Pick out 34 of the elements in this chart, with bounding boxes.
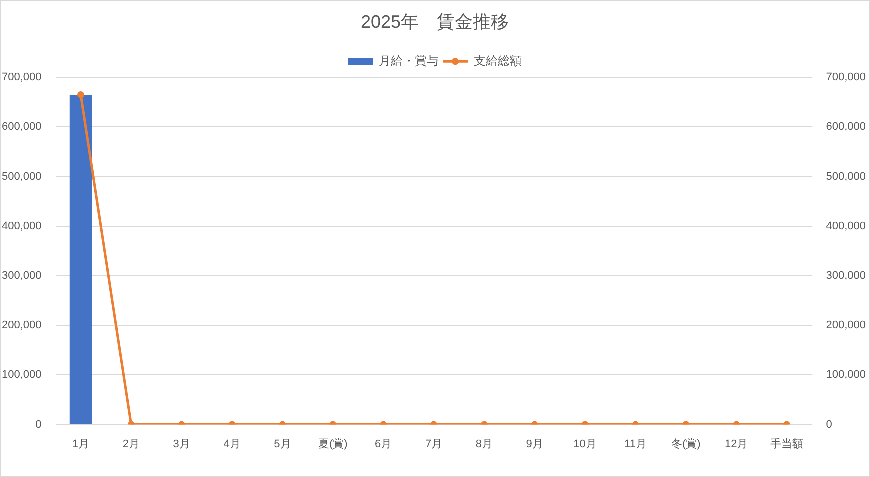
- chart-title: 2025年 賃金推移: [360, 12, 510, 32]
- x-tick-label: 4月: [224, 438, 241, 450]
- x-tick-label: 8月: [476, 438, 493, 450]
- y-tick-label: 100,000: [2, 369, 42, 382]
- y-tick-label: 200,000: [2, 320, 42, 332]
- y-tick-label: 400,000: [2, 220, 42, 232]
- y-tick-label: 300,000: [2, 270, 42, 282]
- x-tick-label: 12月: [724, 438, 748, 450]
- y2-tick-label: 100,000: [826, 369, 866, 382]
- y2-tick-label: 200,000: [826, 320, 866, 332]
- x-tick-label: 10月: [574, 438, 597, 450]
- x-tick-label: 3月: [173, 438, 190, 450]
- y2-tick-label: 0: [826, 418, 832, 431]
- x-tick-label: 夏(賞): [318, 437, 348, 450]
- y-tick-label: 0: [36, 418, 42, 431]
- x-tick-label: 冬(賞): [671, 437, 701, 450]
- legend-label: 支給総額: [474, 54, 522, 68]
- y-tick-label: 700,000: [2, 72, 42, 84]
- y2-tick-label: 700,000: [826, 72, 866, 84]
- x-tick-label: 5月: [274, 438, 292, 450]
- y2-tick-label: 600,000: [826, 121, 866, 134]
- y2-tick-label: 500,000: [826, 170, 866, 183]
- x-tick-label: 6月: [375, 438, 392, 450]
- x-tick-label: 1月: [72, 438, 90, 450]
- x-tick-label: 9月: [526, 438, 544, 450]
- y2-tick-label: 400,000: [826, 220, 866, 232]
- x-tick-label: 7月: [425, 438, 443, 450]
- y-tick-label: 600,000: [2, 121, 42, 134]
- x-tick-label: 11月: [624, 438, 647, 450]
- y-tick-label: 500,000: [2, 170, 42, 183]
- x-tick-label: 2月: [122, 438, 140, 450]
- y2-tick-label: 300,000: [826, 270, 866, 282]
- legend-label: 月給・賞与: [379, 54, 439, 68]
- x-tick-label: 手当額: [770, 437, 804, 450]
